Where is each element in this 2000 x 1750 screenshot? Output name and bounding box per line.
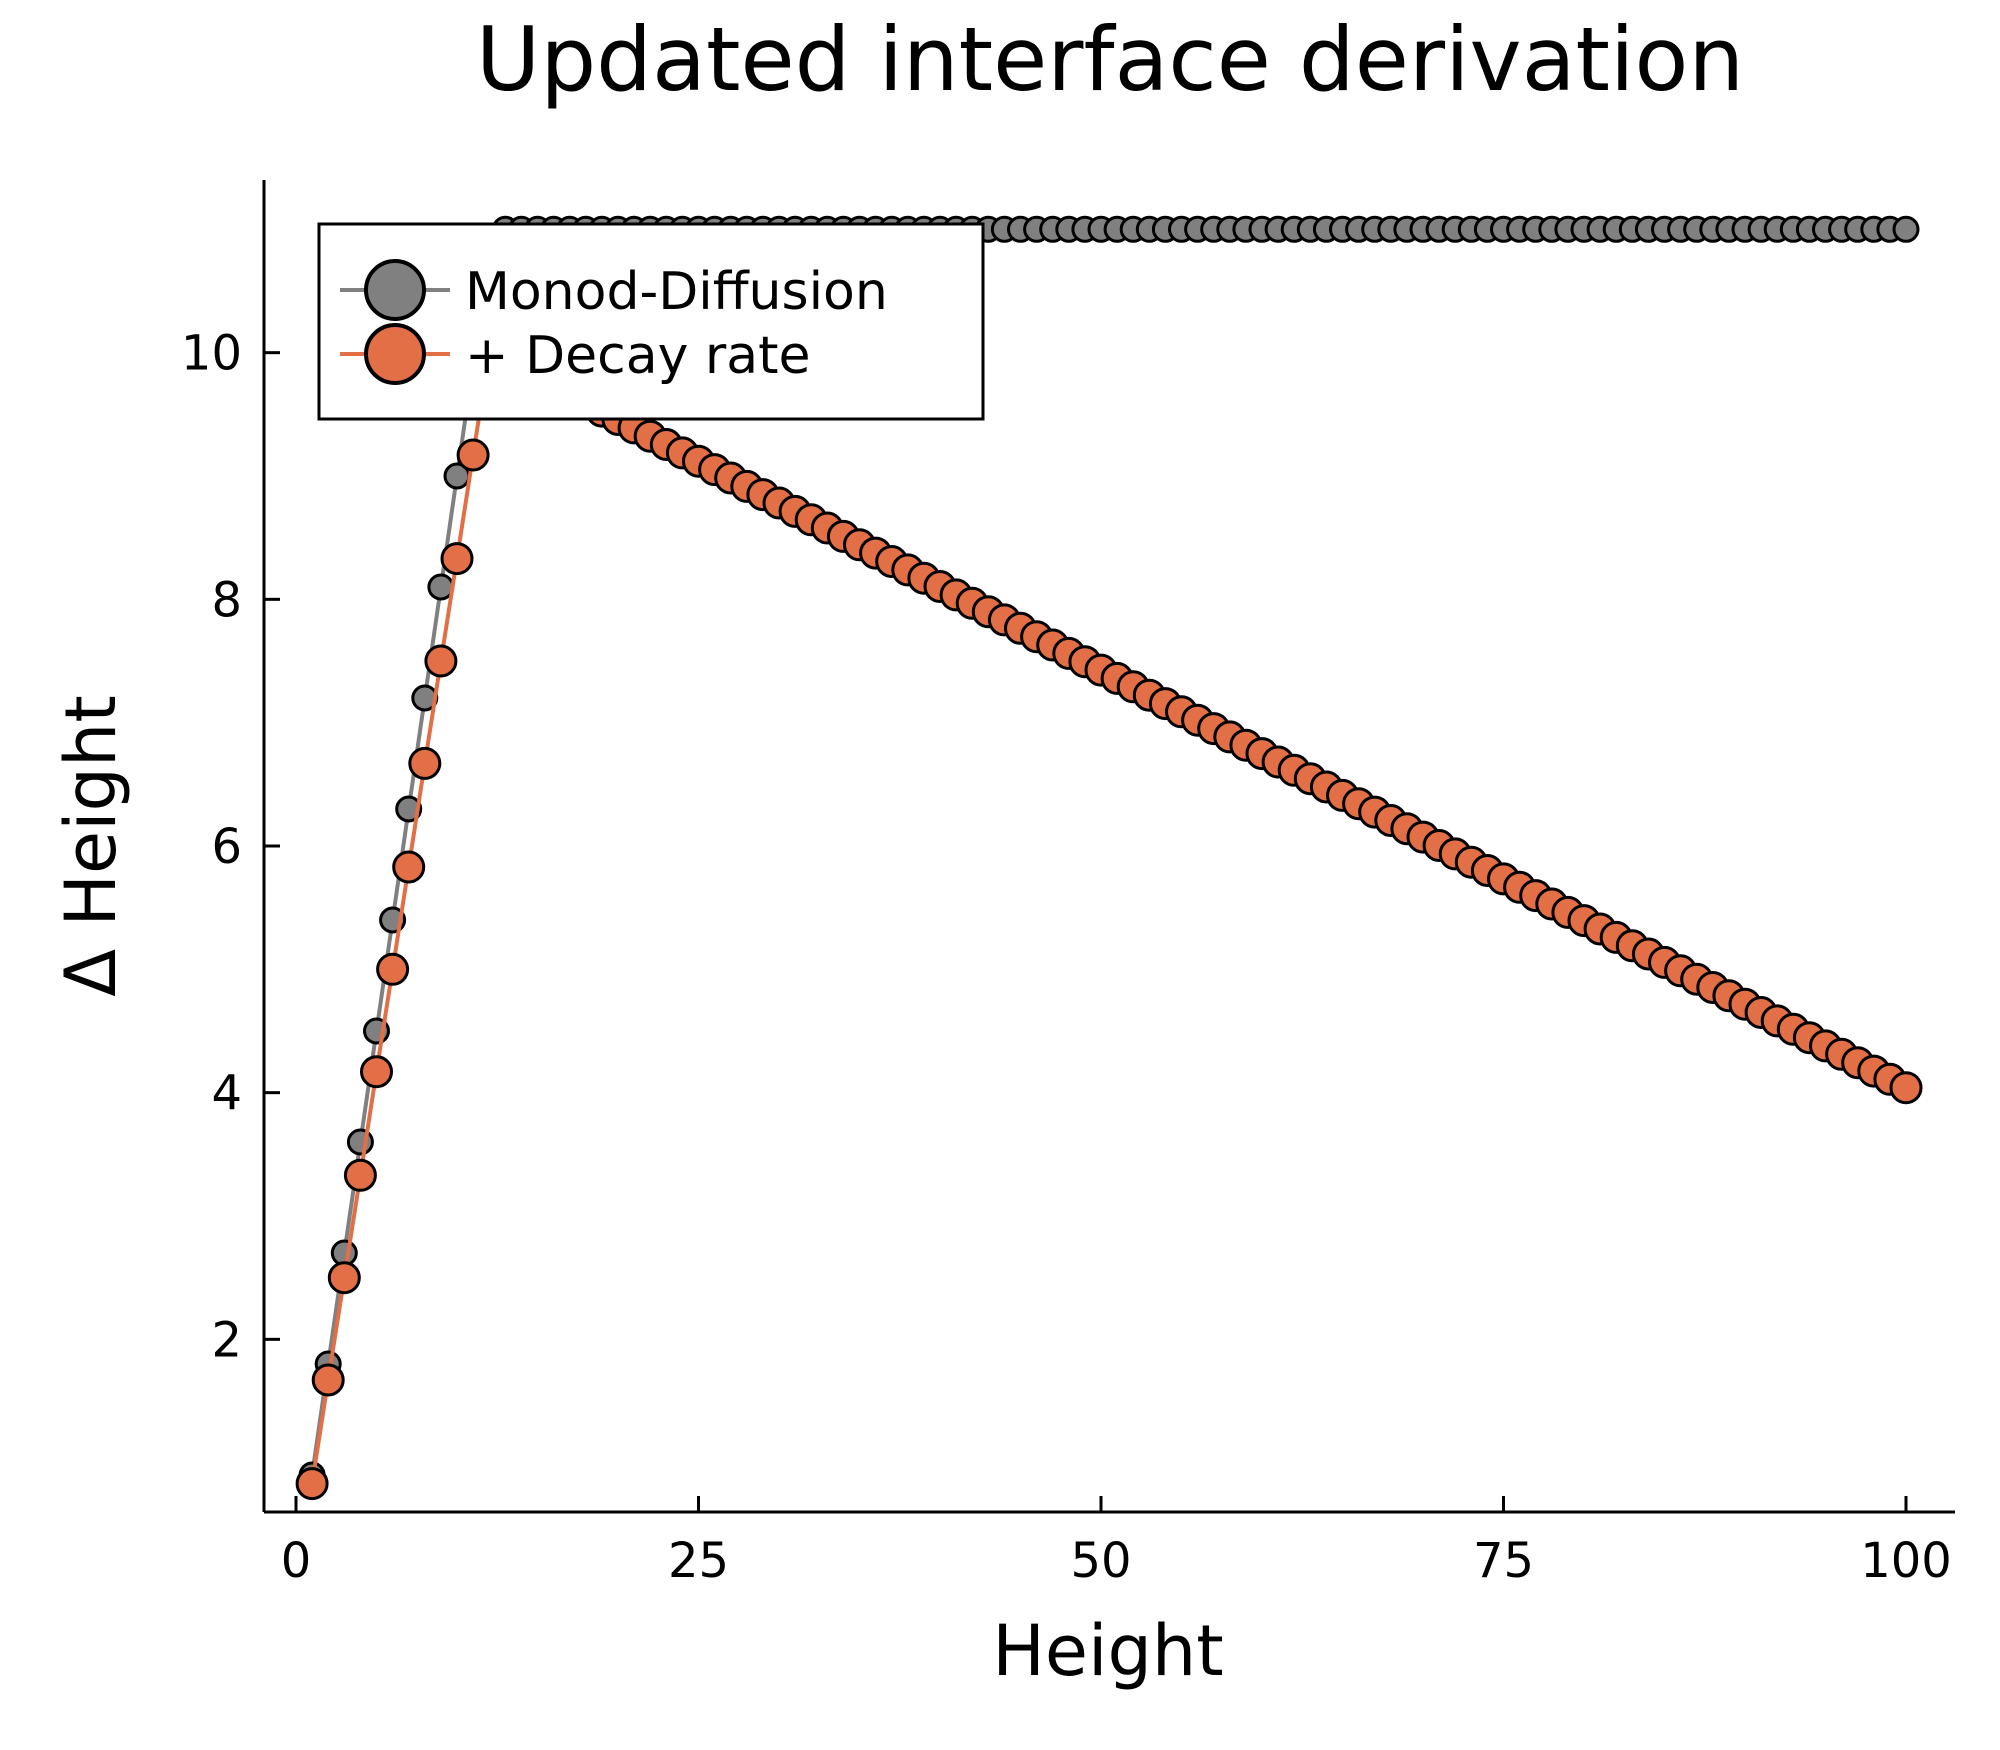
data-point-decay — [424, 644, 458, 678]
legend-marker-monod — [364, 259, 426, 321]
legend-label-monod: Monod-Diffusion — [465, 262, 888, 322]
data-point-decay — [295, 1467, 329, 1501]
y-tick-label: 4 — [211, 1066, 242, 1122]
legend-label-decay: + Decay rate — [465, 326, 811, 386]
data-point-decay — [408, 746, 442, 780]
legend-marker-decay — [364, 323, 426, 385]
x-tick-label: 25 — [668, 1533, 729, 1589]
data-point-decay — [376, 952, 410, 986]
series-line-decay — [310, 349, 1907, 1484]
data-point-monod — [395, 795, 423, 823]
data-point-decay — [392, 850, 426, 884]
series-decay — [295, 336, 1923, 1501]
data-point-decay — [311, 1363, 345, 1397]
y-tick-label: 10 — [181, 326, 242, 382]
y-tick-label: 6 — [211, 819, 242, 875]
data-point-decay — [343, 1158, 377, 1192]
y-tick-label: 2 — [211, 1312, 242, 1368]
y-tick-label: 8 — [211, 572, 242, 628]
legend: Monod-Diffusion + Decay rate — [317, 222, 985, 421]
y-axis-title: Δ Height — [50, 695, 132, 997]
data-point-decay — [440, 542, 474, 576]
x-tick-label: 75 — [1473, 1533, 1534, 1589]
x-tick-label: 100 — [1860, 1533, 1952, 1589]
data-point-decay — [360, 1055, 393, 1089]
data-point-decay — [1889, 1071, 1923, 1105]
x-tick-label: 0 — [281, 1533, 312, 1589]
legend-entry-decay: + Decay rate — [340, 323, 811, 386]
legend-entry-monod: Monod-Diffusion — [340, 259, 888, 322]
data-point-decay — [456, 438, 490, 472]
data-point-decay — [327, 1261, 361, 1295]
x-ticks: 0 25 50 75 100 — [281, 1496, 1952, 1589]
chart-title: Updated interface derivation — [476, 8, 1744, 111]
data-point-monod — [1892, 215, 1920, 243]
x-axis-title: Height — [992, 1610, 1223, 1692]
x-tick-label: 50 — [1070, 1533, 1131, 1589]
y-ticks: 2 4 6 8 10 — [181, 326, 280, 1368]
legend-box — [317, 222, 985, 421]
